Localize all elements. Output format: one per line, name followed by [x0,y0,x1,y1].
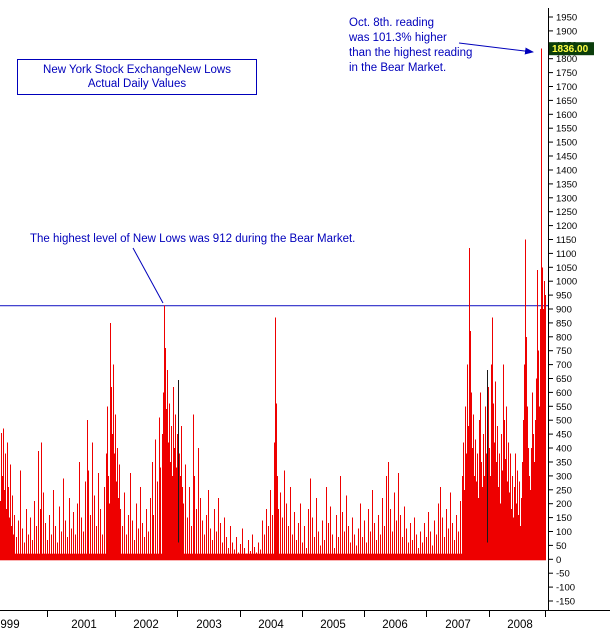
svg-text:2002: 2002 [133,619,159,631]
svg-text:2003: 2003 [196,619,222,631]
svg-text:550: 550 [556,402,572,413]
svg-text:1400: 1400 [556,166,577,177]
svg-text:1836.00: 1836.00 [552,44,589,55]
svg-text:1450: 1450 [556,152,577,163]
svg-text:1250: 1250 [556,207,577,218]
svg-text:100: 100 [556,527,572,538]
svg-text:1700: 1700 [556,82,577,93]
svg-text:1900: 1900 [556,26,577,37]
svg-text:600: 600 [556,388,572,399]
svg-text:700: 700 [556,360,572,371]
svg-text:2006: 2006 [382,619,408,631]
svg-text:999: 999 [0,619,19,631]
svg-text:800: 800 [556,332,572,343]
svg-text:400: 400 [556,444,572,455]
svg-text:900: 900 [556,305,572,316]
svg-text:1600: 1600 [556,110,577,121]
svg-text:1750: 1750 [556,68,577,79]
oct8-annotation: Oct. 8th. reading was 101.3% higher than… [349,17,473,74]
x-axis-labels: 999 2001 2002 2003 2004 2005 2006 2007 2008 [0,610,546,631]
chart-title-line-2: Actual Daily Values [87,78,187,90]
svg-text:1950: 1950 [556,13,577,24]
svg-text:1500: 1500 [556,138,577,149]
svg-text:2001: 2001 [71,619,97,631]
oct8-arrow [458,42,534,55]
svg-text:1300: 1300 [556,193,577,204]
svg-text:-100: -100 [556,583,575,594]
svg-text:1650: 1650 [556,96,577,107]
svg-text:2008: 2008 [507,619,533,631]
y-axis-labels: 1950190018501800175017001650160015501500… [548,13,577,608]
svg-text:1350: 1350 [556,179,577,190]
svg-text:-50: -50 [556,569,570,580]
chart-title-box: New York Stock ExchangeNew Lows Actual D… [17,59,257,95]
chart-title-line-1: New York Stock ExchangeNew Lows [43,64,231,76]
last-value-label: 1836.00 [549,42,594,56]
svg-text:1800: 1800 [556,54,577,65]
svg-text:250: 250 [556,485,572,496]
svg-text:2004: 2004 [258,619,284,631]
svg-text:1550: 1550 [556,124,577,135]
svg-text:50: 50 [556,541,567,552]
svg-text:850: 850 [556,318,572,329]
svg-text:950: 950 [556,291,572,302]
new-lows-series [0,48,547,560]
svg-text:1050: 1050 [556,263,577,274]
bear-market-annotation: The highest level of New Lows was 912 du… [30,233,356,245]
svg-text:650: 650 [556,374,572,385]
svg-text:2007: 2007 [445,619,471,631]
svg-text:1200: 1200 [556,221,577,232]
svg-text:2005: 2005 [320,619,346,631]
svg-text:150: 150 [556,513,572,524]
svg-text:200: 200 [556,499,572,510]
svg-text:350: 350 [556,458,572,469]
svg-text:1150: 1150 [556,235,576,246]
dark-series-marks [177,370,489,543]
svg-text:300: 300 [556,471,572,482]
svg-text:0: 0 [556,555,561,566]
bear-market-pointer-line [132,247,164,304]
svg-text:450: 450 [556,430,572,441]
svg-text:-150: -150 [556,597,575,608]
svg-text:1100: 1100 [556,249,576,260]
svg-text:1000: 1000 [556,277,577,288]
svg-text:750: 750 [556,346,572,357]
svg-text:500: 500 [556,416,572,427]
